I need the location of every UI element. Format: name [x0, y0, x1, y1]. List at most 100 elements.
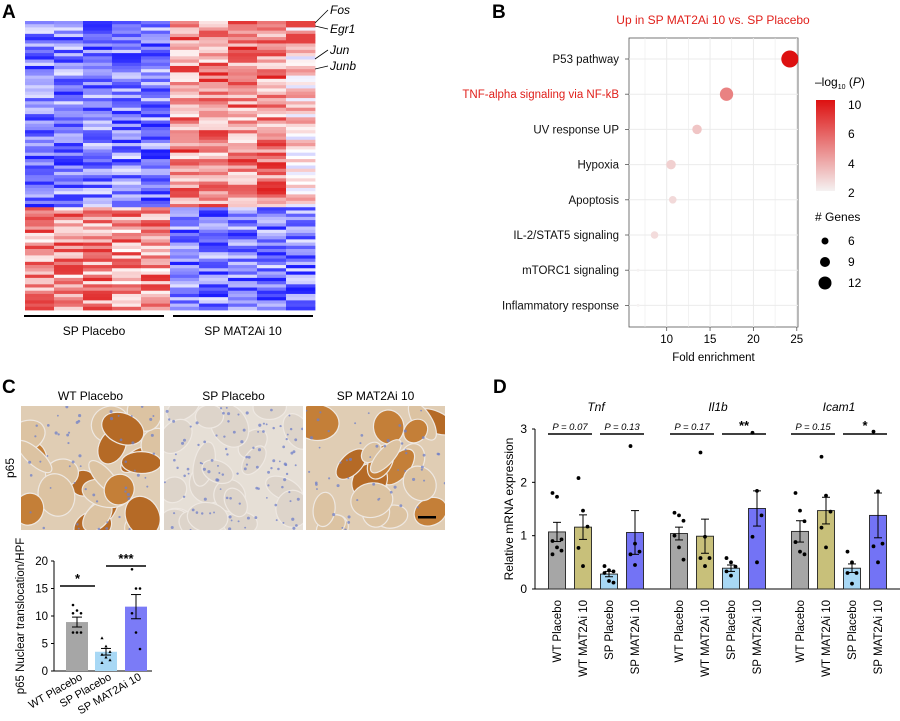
heatmap-cell: [54, 110, 84, 115]
nucleus: [219, 407, 223, 410]
heatmap-cell: [228, 178, 258, 182]
heatmap-cell: [112, 293, 142, 298]
heatmap-cell: [112, 101, 142, 105]
heatmap-cell: [228, 152, 258, 157]
heatmap-cell: [286, 226, 316, 231]
bar: [95, 651, 117, 671]
heatmap-cell: [112, 159, 142, 163]
heatmap-cell: [54, 155, 84, 160]
heatmap-cell: [141, 204, 171, 208]
nucleus: [339, 461, 342, 464]
heatmap-cell: [141, 123, 171, 128]
heatmap-cell: [199, 30, 229, 35]
heatmap-cell: [54, 204, 84, 208]
heatmap-cell: [257, 72, 287, 76]
heatmap-cell: [170, 306, 200, 311]
heatmap-cell: [141, 130, 171, 134]
heatmap-cell: [257, 255, 287, 260]
heatmap-cell: [112, 274, 142, 279]
heatmap-cell: [170, 40, 200, 44]
heatmap-cell: [112, 213, 142, 218]
heatmap-cell: [170, 75, 200, 80]
heatmap-cell: [25, 239, 55, 243]
heatmap-cell: [286, 236, 316, 240]
heatmap-cell: [199, 245, 229, 250]
heatmap-cell: [25, 117, 55, 121]
nucleus: [336, 484, 340, 488]
gene-title: Il1b: [708, 400, 728, 414]
nucleus: [238, 502, 241, 505]
heatmap-cell: [141, 117, 171, 121]
data-point: [672, 510, 677, 515]
heatmap-cell: [286, 75, 316, 80]
heatmap-cell: [54, 168, 84, 173]
heatmap-cell: [257, 56, 287, 60]
heatmap-cell: [257, 223, 287, 227]
color-legend-title: –log10 (P): [815, 75, 865, 91]
heatmap-cell: [228, 236, 258, 240]
heatmap-cell: [141, 274, 171, 279]
heatmap-cell: [25, 281, 55, 285]
ihc-image-3: [306, 406, 445, 530]
heatmap-cell: [199, 123, 229, 128]
heatmap-cell: [228, 53, 258, 57]
heatmap-cell: [141, 300, 171, 304]
nucleus: [226, 453, 229, 456]
heatmap-cell: [54, 175, 84, 179]
data-point: [724, 556, 729, 560]
nucleus: [57, 433, 60, 436]
nucleus: [78, 454, 82, 458]
heatmap-cell: [286, 114, 316, 118]
nucleus: [265, 496, 268, 499]
data-point: [108, 658, 112, 662]
heatmap-cell: [54, 126, 84, 131]
heatmap-cell: [199, 284, 229, 288]
heatmap-cell: [112, 143, 142, 147]
heatmap-cell: [83, 59, 113, 64]
data-point: [681, 557, 686, 562]
nucleus: [420, 468, 423, 471]
heatmap-cell: [25, 88, 55, 93]
heatmap-cell: [199, 62, 229, 67]
heatmap-cell: [286, 117, 316, 121]
heatmap-cell: [83, 78, 113, 83]
heatmap-cell: [112, 130, 142, 134]
heatmap-cell: [54, 236, 84, 240]
nucleus: [404, 448, 407, 451]
heatmap-cell: [141, 101, 171, 105]
heatmap-cell: [228, 133, 258, 137]
heatmap-cell: [83, 258, 113, 263]
heatmap-cell: [170, 255, 200, 260]
data-point: [138, 647, 142, 651]
heatmap-cell: [286, 239, 316, 243]
nucleus: [309, 436, 314, 440]
x-tick-label: 25: [790, 334, 803, 346]
heatmap-cell: [286, 194, 316, 199]
heatmap-cell: [54, 43, 84, 48]
heatmap-cell: [83, 213, 113, 218]
heatmap-cell: [141, 242, 171, 247]
heatmap-cell: [199, 49, 229, 54]
nucleus: [347, 477, 350, 480]
heatmap-cell: [286, 110, 316, 115]
heatmap-cell: [141, 139, 171, 144]
heatmap-cell: [170, 290, 200, 295]
heatmap-cell: [112, 306, 142, 311]
nucleus: [290, 451, 294, 455]
group-label: SP Placebo: [63, 324, 126, 338]
heatmap-cell: [170, 239, 200, 243]
color-legend-label: 6: [848, 127, 855, 141]
heatmap-cell: [257, 149, 287, 154]
nucleus: [195, 421, 199, 425]
data-point: [759, 513, 764, 518]
heatmap-cell: [112, 229, 142, 234]
heatmap-cell: [54, 159, 84, 163]
heatmap-cell: [228, 258, 258, 263]
heatmap-cell: [141, 287, 171, 292]
heatmap-cell: [199, 210, 229, 215]
heatmap-cell: [25, 261, 55, 266]
y-tick-label: P53 pathway: [553, 54, 620, 66]
heatmap-cell: [257, 303, 287, 308]
heatmap-cell: [170, 268, 200, 272]
heatmap-cell: [286, 146, 316, 150]
